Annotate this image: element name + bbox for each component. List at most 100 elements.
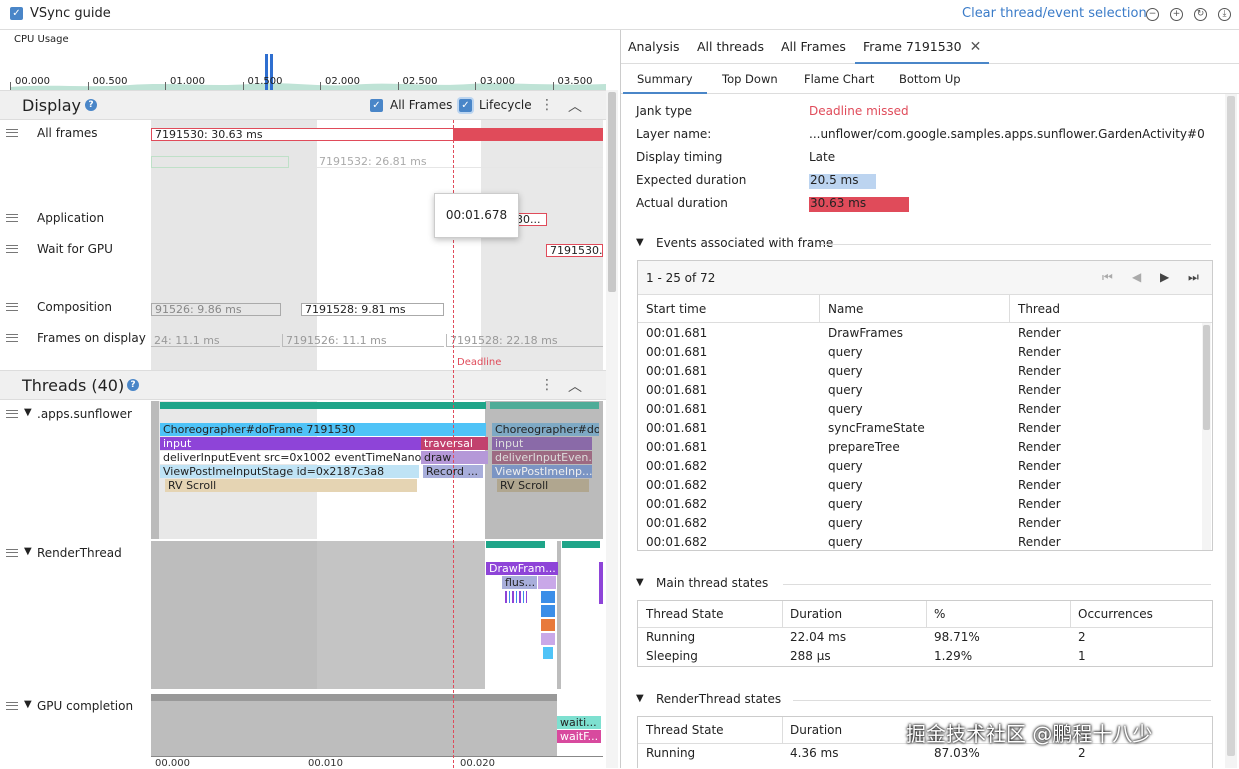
next-page-icon[interactable]: ▶ (1160, 270, 1170, 284)
column-divider[interactable] (1070, 601, 1071, 627)
subtab-bottom-up[interactable]: Bottom Up (899, 72, 961, 86)
column-divider[interactable] (819, 295, 820, 322)
trace-slice[interactable] (538, 576, 556, 589)
cpu-usage-track[interactable]: CPU Usage 00.000 00.500 01.000 01.500 02.000… (10, 34, 606, 92)
main-states-collapse-icon[interactable]: ▼ (636, 577, 644, 588)
trace-slice[interactable]: Choreographer#doFrame 7191530 (160, 423, 486, 436)
table-row[interactable]: 00:01.682 query Render (638, 458, 1200, 477)
thread-state-bar[interactable] (160, 402, 486, 409)
trace-slice[interactable]: DrawFram... (486, 562, 558, 575)
events-collapse-icon[interactable]: ▼ (636, 237, 644, 248)
thread-state-bar[interactable] (486, 541, 545, 548)
composition-slice[interactable]: 91526: 9.86 ms (151, 303, 281, 316)
trace-slice[interactable] (541, 619, 555, 631)
pane-divider[interactable] (620, 30, 621, 768)
more-icon[interactable]: ⋮ (540, 377, 554, 393)
table-row[interactable]: 00:01.681 DrawFrames Render (638, 325, 1200, 344)
expand-icon[interactable]: ▼ (24, 546, 32, 557)
trace-slice[interactable] (599, 562, 603, 604)
trace-slice[interactable]: input (160, 437, 421, 450)
frame-slice[interactable]: 7191532: 26.81 ms (316, 155, 603, 168)
scrollbar[interactable] (606, 90, 618, 768)
table-row[interactable]: Running 22.04 ms 98.71% 2 (638, 630, 1212, 649)
table-row[interactable]: 00:01.682 query Render (638, 534, 1200, 550)
column-header[interactable]: Start time (646, 302, 707, 316)
table-row[interactable]: 00:01.681 query Render (638, 344, 1200, 363)
table-row[interactable]: 00:01.682 query Render (638, 477, 1200, 496)
subtab-summary[interactable]: Summary (623, 64, 707, 94)
column-header[interactable]: % (934, 607, 946, 621)
drag-handle-icon[interactable] (6, 334, 18, 342)
trace-slice[interactable]: RV Scroll (165, 479, 417, 492)
column-header[interactable]: Thread (1018, 302, 1060, 316)
reset-zoom-icon[interactable]: ↻ (1194, 8, 1207, 21)
drag-handle-icon[interactable] (6, 549, 18, 557)
drag-handle-icon[interactable] (6, 410, 18, 418)
frame-slice-late[interactable] (454, 128, 603, 141)
trace-slice[interactable] (541, 605, 555, 617)
drag-handle-icon[interactable] (6, 214, 18, 222)
trace-slice[interactable]: waiti... (557, 716, 601, 729)
trace-slice[interactable]: RV Scroll (497, 479, 589, 492)
collapse-icon[interactable]: ︿ (568, 99, 582, 115)
column-divider[interactable] (926, 601, 927, 627)
frame-slice[interactable] (151, 156, 289, 168)
expand-icon[interactable]: ▼ (24, 407, 32, 418)
display-slice[interactable]: 7191528: 22.18 ms (446, 334, 603, 347)
trace-slice[interactable]: deliverInputEvent src=0x1002 eventTimeNa… (160, 451, 421, 464)
column-header[interactable]: Occurrences (1078, 607, 1153, 621)
table-row[interactable]: 00:01.681 syncFrameState Render (638, 420, 1200, 439)
zoom-out-icon[interactable]: − (1146, 8, 1159, 21)
display-track-area[interactable] (151, 120, 603, 370)
first-page-icon[interactable]: ⏮ (1102, 270, 1113, 284)
table-row[interactable]: Running 4.36 ms 87.03% 2 (638, 746, 1212, 765)
trace-slice[interactable] (543, 647, 553, 659)
display-slice[interactable]: 24: 11.1 ms (151, 334, 280, 347)
trace-slice[interactable]: deliverInputEven... (492, 451, 592, 464)
thread-state-bar[interactable] (490, 402, 599, 409)
drag-handle-icon[interactable] (6, 245, 18, 253)
subtab-flame-chart[interactable]: Flame Chart (804, 72, 875, 86)
composition-slice[interactable]: 7191528: 9.81 ms (301, 303, 444, 316)
trace-slice[interactable]: ViewPostImeInp... (492, 465, 592, 478)
lifecycle-checkbox[interactable]: ✓ (459, 99, 472, 112)
trace-slice[interactable]: ViewPostImeInputStage id=0x2187c3a8 (160, 465, 419, 478)
column-header[interactable]: Thread State (646, 607, 724, 621)
column-divider[interactable] (782, 601, 783, 627)
scrollbar-thumb[interactable] (1227, 96, 1235, 756)
column-header[interactable]: Duration (790, 723, 843, 737)
more-icon[interactable]: ⋮ (540, 97, 554, 113)
collapse-icon[interactable]: ︿ (568, 379, 582, 395)
frame-slice[interactable]: 7191530: 30.63 ms (151, 128, 454, 141)
tab-analysis[interactable]: Analysis (628, 39, 680, 54)
render-states-collapse-icon[interactable]: ▼ (636, 693, 644, 704)
events-scrollbar[interactable] (1202, 323, 1211, 550)
trace-slice[interactable] (505, 591, 527, 603)
gpu-slice[interactable]: 7191530... (546, 244, 603, 257)
trace-slice[interactable]: draw (421, 451, 488, 464)
vsync-checkbox[interactable]: ✓ (10, 7, 23, 20)
close-icon[interactable]: ✕ (969, 39, 982, 55)
trace-slice[interactable]: flus... (502, 576, 537, 589)
trace-slice[interactable] (541, 633, 555, 645)
column-header[interactable]: Name (828, 302, 864, 316)
drag-handle-icon[interactable] (6, 303, 18, 311)
table-row[interactable]: 00:01.681 query Render (638, 401, 1200, 420)
trace-slice[interactable]: traversal (421, 437, 488, 450)
table-row[interactable]: 00:01.681 query Render (638, 382, 1200, 401)
column-divider[interactable] (782, 717, 783, 743)
table-row[interactable]: Sleeping 288 µs 1.29% 1 (638, 649, 1212, 668)
table-row[interactable]: 00:01.681 query Render (638, 363, 1200, 382)
display-slice[interactable]: 7191526: 11.1 ms (282, 334, 444, 347)
drag-handle-icon[interactable] (6, 702, 18, 710)
clear-selection-link[interactable]: Clear thread/event selection (962, 6, 1147, 21)
trace-slice[interactable]: Choreographer#do... (492, 423, 599, 436)
help-icon[interactable]: ? (85, 99, 97, 111)
table-row[interactable]: 00:01.682 query Render (638, 515, 1200, 534)
help-icon[interactable]: ? (127, 379, 139, 391)
all-frames-checkbox[interactable]: ✓ (370, 99, 383, 112)
scrollbar-thumb[interactable] (1203, 325, 1210, 430)
zoom-in-icon[interactable]: + (1170, 8, 1183, 21)
column-header[interactable]: Thread State (646, 723, 724, 737)
table-row[interactable]: 00:01.681 prepareTree Render (638, 439, 1200, 458)
